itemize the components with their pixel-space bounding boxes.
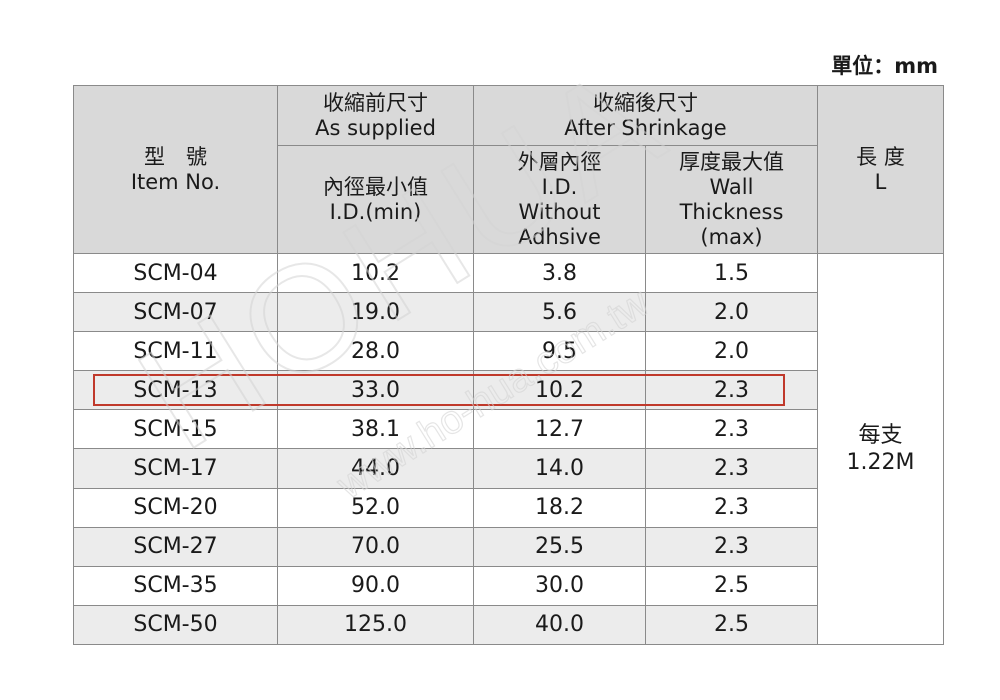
header-length-en: L — [874, 169, 887, 194]
cell-model: SCM-27 — [73, 526, 278, 567]
cell-wall: 2.3 — [645, 487, 818, 528]
cell-wall: 2.5 — [645, 604, 818, 646]
cell-id-after: 3.8 — [473, 252, 646, 294]
unit-label: 單位：mm — [831, 54, 938, 78]
cell-model: SCM-35 — [73, 565, 278, 606]
cell-wall: 2.0 — [645, 331, 818, 372]
cell-id-min: 19.0 — [277, 292, 474, 333]
cell-id-after: 14.0 — [473, 448, 646, 489]
header-id-without-zh: 外層內徑 — [517, 149, 602, 174]
cell-id-min: 38.1 — [277, 409, 474, 450]
cell-wall: 2.0 — [645, 292, 818, 333]
cell-wall: 2.3 — [645, 409, 818, 450]
cell-id-after: 12.7 — [473, 409, 646, 450]
header-wall-en3: (max) — [700, 224, 763, 249]
cell-model: SCM-50 — [73, 604, 278, 646]
cell-id-min: 90.0 — [277, 565, 474, 606]
cell-wall: 2.3 — [645, 526, 818, 567]
cell-model: SCM-13 — [73, 370, 278, 411]
header-as-supplied-en: As supplied — [315, 115, 436, 140]
cell-id-after: 10.2 — [473, 370, 646, 411]
header-id-min-en: I.D.(min) — [329, 199, 422, 224]
cell-model: SCM-15 — [73, 409, 278, 450]
cell-model: SCM-20 — [73, 487, 278, 528]
header-model-zh: 型 號 — [144, 144, 207, 169]
cell-model: SCM-04 — [73, 252, 278, 294]
cell-id-after: 40.0 — [473, 604, 646, 646]
table-row: SCM-27 70.0 25.5 2.3 — [73, 526, 944, 567]
cell-id-after: 25.5 — [473, 526, 646, 567]
table-row: SCM-17 44.0 14.0 2.3 — [73, 448, 944, 489]
length-value: 每支 1.22M — [817, 253, 944, 645]
table-row: SCM-15 38.1 12.7 2.3 — [73, 409, 944, 450]
header-model: 型 號 Item No. — [73, 85, 278, 254]
cell-id-min: 10.2 — [277, 252, 474, 294]
table-row: SCM-50 125.0 40.0 2.5 — [73, 604, 944, 646]
cell-wall: 2.5 — [645, 565, 818, 606]
cell-model: SCM-11 — [73, 331, 278, 372]
header-id-without-en1: I.D. — [541, 174, 578, 199]
header-wall-en2: Thickness — [679, 199, 784, 224]
cell-id-min: 70.0 — [277, 526, 474, 567]
table-row: SCM-04 10.2 3.8 1.5 每支 1.22M — [73, 252, 944, 645]
header-id-min: 內徑最小值 I.D.(min) — [277, 145, 474, 254]
header-length-zh: 長 度 — [856, 144, 905, 169]
cell-id-after: 5.6 — [473, 292, 646, 333]
header-wall-en1: Wall — [709, 174, 754, 199]
table-row: SCM-07 19.0 5.6 2.0 — [73, 292, 944, 333]
header-after-shrinkage-zh: 收縮後尺寸 — [593, 90, 698, 115]
cell-id-min: 33.0 — [277, 370, 474, 411]
table-row: SCM-35 90.0 30.0 2.5 — [73, 565, 944, 606]
cell-id-after: 30.0 — [473, 565, 646, 606]
cell-id-after: 18.2 — [473, 487, 646, 528]
header-id-without: 外層內徑 I.D. Without Adhsive — [473, 145, 646, 254]
cell-id-min: 125.0 — [277, 604, 474, 646]
header-row-top: 型 號 Item No. 收縮前尺寸 As supplied 收縮後尺寸 Aft… — [73, 85, 944, 254]
cell-id-min: 44.0 — [277, 448, 474, 489]
table-row: SCM-11 28.0 9.5 2.0 — [73, 331, 944, 372]
header-id-without-en3: Adhsive — [518, 224, 601, 249]
table-row-highlighted: SCM-13 33.0 10.2 2.3 — [73, 370, 944, 411]
length-value-line1: 每支 — [858, 423, 903, 448]
header-id-without-en2: Without — [518, 199, 601, 224]
header-length: 長 度 L — [817, 85, 944, 254]
header-id-min-zh: 內徑最小值 — [323, 174, 428, 199]
cell-id-after: 9.5 — [473, 331, 646, 372]
header-as-supplied: 收縮前尺寸 As supplied — [277, 85, 474, 146]
header-row-sub: 內徑最小值 I.D.(min) 外層內徑 I.D. Without Adhsiv… — [74, 145, 944, 254]
header-model-en: Item No. — [130, 169, 221, 194]
header-wall: 厚度最大值 Wall Thickness (max) — [645, 145, 818, 254]
cell-model: SCM-17 — [73, 448, 278, 489]
spec-table: 型 號 Item No. 收縮前尺寸 As supplied 收縮後尺寸 Aft… — [73, 85, 944, 646]
header-after-shrinkage-en: After Shrinkage — [564, 115, 727, 140]
header-as-supplied-zh: 收縮前尺寸 — [323, 90, 428, 115]
cell-id-min: 52.0 — [277, 487, 474, 528]
table-row: SCM-20 52.0 18.2 2.3 — [73, 487, 944, 528]
cell-wall: 2.3 — [645, 370, 818, 411]
length-value-line2: 1.22M — [846, 450, 915, 475]
cell-id-min: 28.0 — [277, 331, 474, 372]
cell-wall: 1.5 — [645, 252, 818, 294]
cell-model: SCM-07 — [73, 292, 278, 333]
cell-wall: 2.3 — [645, 448, 818, 489]
header-after-shrinkage: 收縮後尺寸 After Shrinkage — [473, 85, 818, 146]
header-wall-zh: 厚度最大值 — [679, 149, 784, 174]
